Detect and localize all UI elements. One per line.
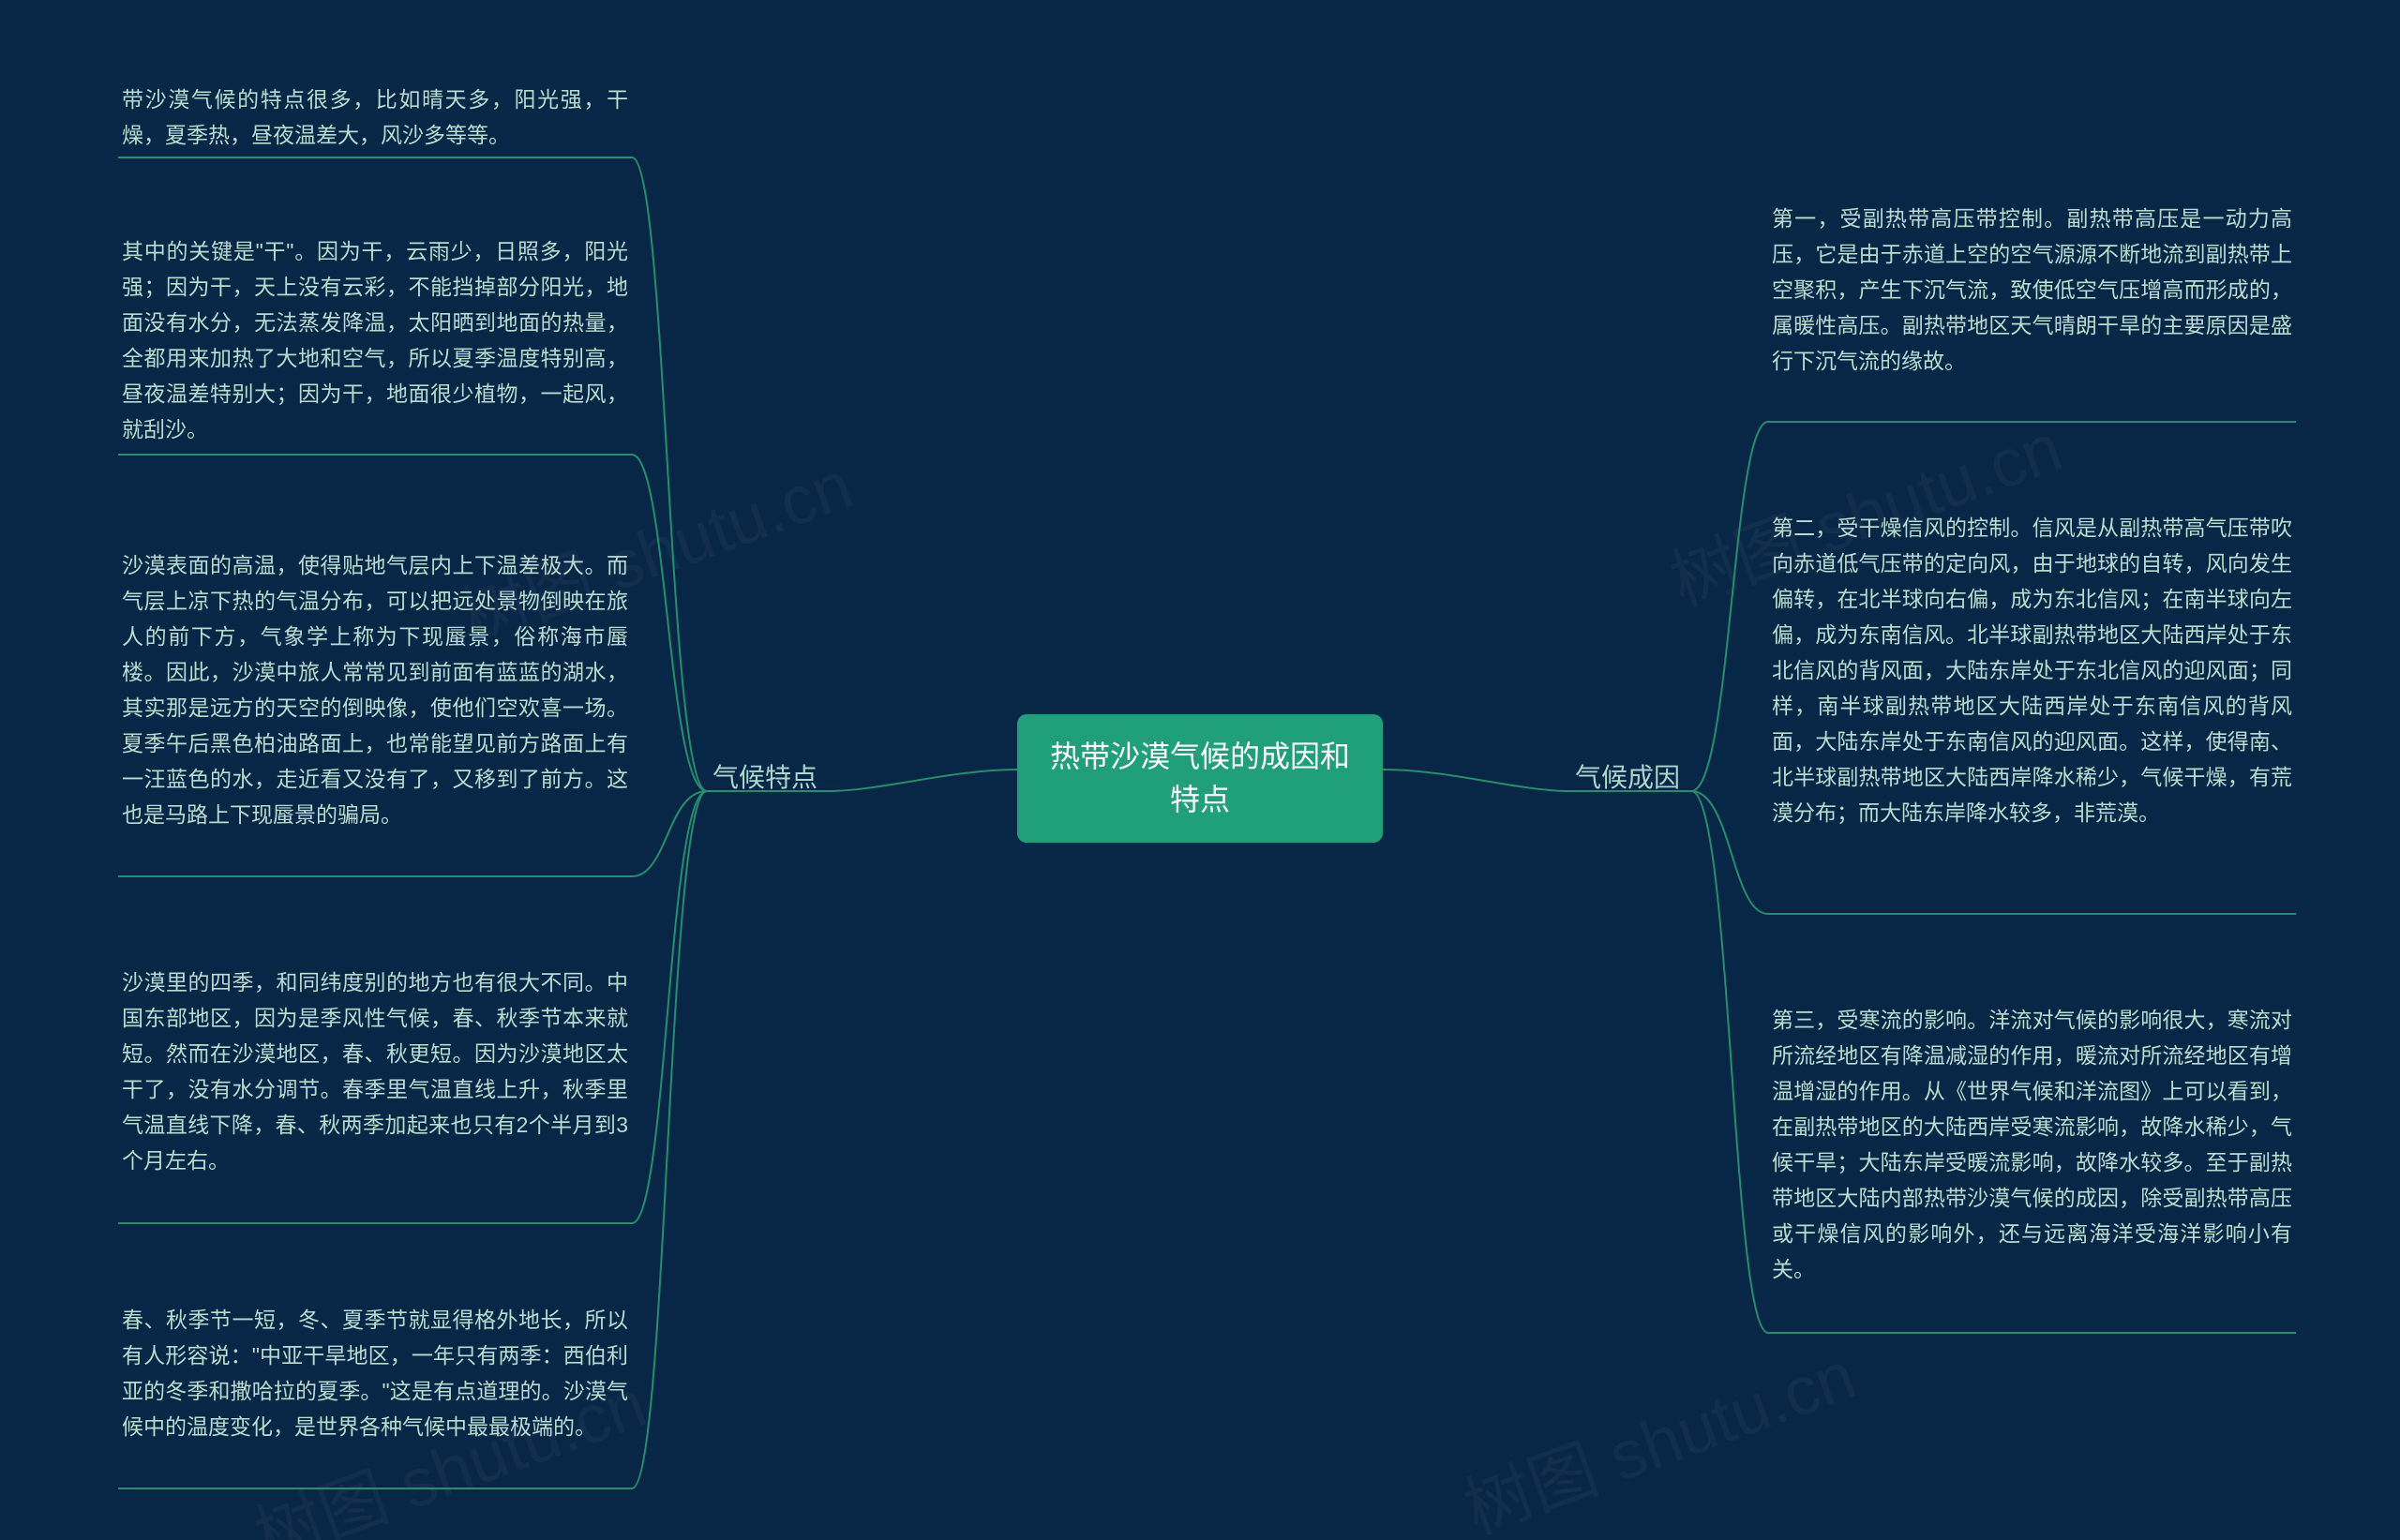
leaf-text: 带沙漠气候的特点很多，比如晴天多，阳光强，干燥，夏季热，昼夜温差大，风沙多等等。 xyxy=(122,87,628,147)
right-branch-text: 气候成因 xyxy=(1575,763,1680,792)
watermark: 树图 shutu.cn xyxy=(1448,1321,1867,1540)
center-topic-text: 热带沙漠气候的成因和特点 xyxy=(1050,740,1350,816)
left-leaf-3: 沙漠里的四季，和同纬度别的地方也有很大不同。中国东部地区，因为是季风性气候，春、… xyxy=(122,965,628,1179)
leaf-text: 春、秋季节一短，冬、夏季节就显得格外地长，所以有人形容说："中亚干旱地区，一年只… xyxy=(122,1308,628,1439)
right-leaf-1: 第二，受干燥信风的控制。信风是从副热带高气压带吹向赤道低气压带的定向风，由于地球… xyxy=(1772,511,2292,830)
left-leaf-1: 其中的关键是"干"。因为干，云雨少，日照多，阳光强；因为干，天上没有云彩，不能挡… xyxy=(122,234,628,448)
right-branch-label: 气候成因 xyxy=(1575,757,1680,795)
left-branch-label: 气候特点 xyxy=(712,757,818,795)
leaf-text: 沙漠表面的高温，使得贴地气层内上下温差极大。而气层上凉下热的气温分布，可以把远处… xyxy=(122,553,628,827)
left-branch-text: 气候特点 xyxy=(712,763,818,792)
leaf-text: 沙漠里的四季，和同纬度别的地方也有很大不同。中国东部地区，因为是季风性气候，春、… xyxy=(122,970,628,1173)
left-leaf-4: 春、秋季节一短，冬、夏季节就显得格外地长，所以有人形容说："中亚干旱地区，一年只… xyxy=(122,1303,628,1445)
right-leaf-0: 第一，受副热带高压带控制。副热带高压是一动力高压，它是由于赤道上空的空气源源不断… xyxy=(1772,202,2292,380)
left-leaf-2: 沙漠表面的高温，使得贴地气层内上下温差极大。而气层上凉下热的气温分布，可以把远处… xyxy=(122,548,628,833)
center-topic: 热带沙漠气候的成因和特点 xyxy=(1017,714,1383,843)
leaf-text: 第一，受副热带高压带控制。副热带高压是一动力高压，它是由于赤道上空的空气源源不断… xyxy=(1772,206,2292,373)
right-leaf-2: 第三，受寒流的影响。洋流对气候的影响很大，寒流对所流经地区有降温减湿的作用，暖流… xyxy=(1772,1003,2292,1288)
left-leaf-0: 带沙漠气候的特点很多，比如晴天多，阳光强，干燥，夏季热，昼夜温差大，风沙多等等。 xyxy=(122,82,628,154)
leaf-text: 第三，受寒流的影响。洋流对气候的影响很大，寒流对所流经地区有降温减湿的作用，暖流… xyxy=(1772,1008,2292,1281)
leaf-text: 其中的关键是"干"。因为干，云雨少，日照多，阳光强；因为干，天上没有云彩，不能挡… xyxy=(122,239,628,441)
leaf-text: 第二，受干燥信风的控制。信风是从副热带高气压带吹向赤道低气压带的定向风，由于地球… xyxy=(1772,516,2292,825)
